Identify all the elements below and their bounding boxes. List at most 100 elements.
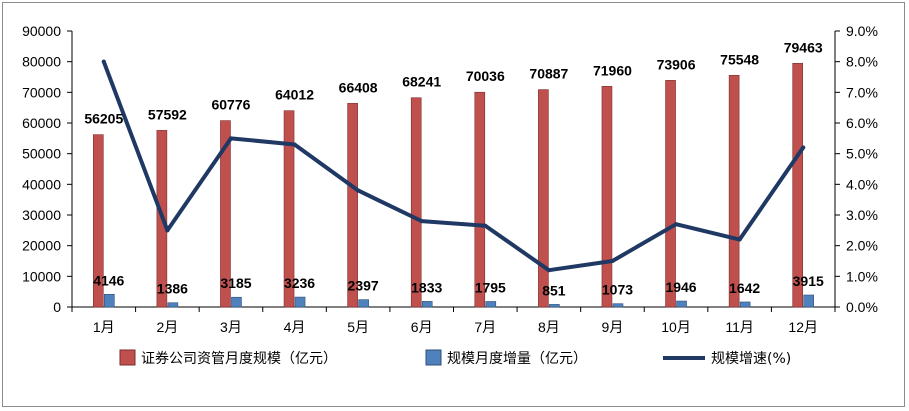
- data-label-increment: 1833: [411, 279, 442, 295]
- data-label-scale: 70036: [466, 68, 505, 84]
- growth-point: [165, 228, 170, 233]
- left-tick-label: 30000: [22, 207, 61, 223]
- data-labels: 56205 4146 57592 1386 60776 3185 64012 3236 6640…: [84, 39, 824, 298]
- left-tick-label: 60000: [22, 115, 61, 131]
- bar-scale: [220, 120, 231, 308]
- legend: 证券公司资管月度规模（亿元） 规模月度增量（亿元） 规模增速(%): [119, 349, 791, 367]
- left-tick-label: 80000: [22, 54, 61, 70]
- data-label-scale: 73906: [657, 56, 696, 72]
- line-series: [101, 59, 806, 273]
- growth-point: [419, 219, 424, 224]
- right-tick-label: 1.0%: [846, 268, 878, 284]
- left-tick-label: 40000: [22, 176, 61, 192]
- right-tick-label: 9.0%: [846, 23, 878, 39]
- left-tick-label: 0: [53, 299, 61, 315]
- bar-increment: [739, 301, 751, 308]
- data-label-scale: 64012: [275, 87, 314, 103]
- x-tick-label: 4月: [284, 319, 306, 335]
- growth-line: [101, 59, 806, 273]
- bar-scale: [728, 75, 740, 308]
- right-tick-label: 7.0%: [846, 84, 878, 100]
- x-tick-label: 12月: [788, 319, 818, 335]
- bar-increment: [421, 301, 433, 308]
- bar-scale: [665, 80, 676, 308]
- bar-scale: [283, 110, 295, 308]
- bar-increment: [803, 294, 815, 308]
- growth-point: [546, 268, 551, 273]
- data-label-scale: 56205: [84, 111, 123, 127]
- right-tick-label: 5.0%: [846, 146, 878, 162]
- data-label-increment: 1386: [157, 281, 188, 297]
- bar-increment: [167, 302, 179, 308]
- data-label-increment: 3236: [284, 275, 315, 291]
- growth-point: [292, 142, 297, 147]
- left-tick-label: 50000: [22, 146, 61, 162]
- left-tick-label: 10000: [22, 268, 61, 284]
- data-label-increment: 1073: [602, 282, 633, 298]
- bar-increment: [294, 296, 306, 308]
- growth-point: [610, 259, 615, 263]
- x-tick-label: 5月: [347, 319, 369, 335]
- left-y-axis: 0 10000 20000 30000 40000 50000 60000 70000 8000…: [22, 23, 73, 315]
- growth-point: [356, 188, 361, 193]
- right-tick-label: 2.0%: [846, 238, 878, 254]
- right-tick-label: 6.0%: [846, 115, 878, 131]
- bar-increment: [549, 304, 560, 308]
- legend-label-increment: 规模月度增量（亿元）: [447, 351, 587, 367]
- bar-scale: [601, 86, 613, 308]
- x-tick-label: 11月: [725, 319, 754, 335]
- legend-label-scale: 证券公司资管月度规模（亿元）: [141, 351, 337, 367]
- data-label-increment: 851: [542, 282, 566, 298]
- chart-frame: [2, 2, 905, 407]
- x-tick-label: 3月: [220, 319, 242, 335]
- x-axis: 1月 2月 3月 4月 5月 6月 7月 8月 9月 10月 11月 12月: [71, 306, 836, 335]
- growth-point: [228, 136, 233, 141]
- left-tick-label: 20000: [22, 238, 61, 254]
- x-tick-label: 10月: [661, 319, 691, 335]
- bar-increment: [485, 301, 497, 308]
- bar-increment: [231, 296, 242, 308]
- x-tick-label: 6月: [411, 319, 433, 335]
- growth-point: [801, 145, 806, 150]
- data-label-increment: 2397: [348, 278, 379, 294]
- x-tick-label: 2月: [156, 319, 178, 335]
- growth-point: [674, 222, 679, 227]
- bar-series: [92, 63, 815, 308]
- bar-increment: [358, 299, 369, 308]
- data-label-scale: 75548: [720, 51, 759, 67]
- legend-swatch-scale: [119, 349, 136, 366]
- data-label-increment: 4146: [93, 272, 124, 288]
- data-label-increment: 1795: [475, 279, 506, 295]
- data-label-increment: 3915: [793, 273, 824, 289]
- data-label-scale: 79463: [784, 39, 823, 55]
- x-tick-label: 7月: [474, 319, 496, 335]
- bar-scale: [538, 89, 549, 308]
- bar-scale: [474, 91, 486, 308]
- x-tick-label: 9月: [602, 319, 624, 335]
- bar-increment: [676, 300, 687, 308]
- data-label-scale: 60776: [211, 97, 250, 113]
- bar-scale: [410, 97, 422, 308]
- right-y-axis: 0.0% 1.0% 2.0% 3.0% 4.0% 5.0% 6.0% 7.0% 8.0% 9.0%: [834, 23, 878, 315]
- data-label-increment: 1642: [729, 280, 760, 296]
- data-label-scale: 71960: [593, 62, 632, 78]
- data-label-scale: 66408: [339, 79, 378, 95]
- right-tick-label: 4.0%: [846, 176, 878, 192]
- bar-increment: [103, 293, 115, 308]
- left-tick-label: 70000: [22, 84, 61, 100]
- bar-scale: [792, 63, 804, 308]
- data-label-increment: 1946: [665, 279, 696, 295]
- data-label-increment: 3185: [220, 275, 251, 291]
- growth-point: [483, 223, 488, 228]
- bar-scale: [92, 134, 104, 308]
- x-tick-label: 1月: [93, 319, 115, 335]
- legend-label-growth: 规模增速(%): [711, 351, 791, 367]
- data-label-scale: 70887: [529, 66, 568, 82]
- bar-scale: [347, 103, 358, 308]
- legend-swatch-increment: [425, 349, 442, 366]
- x-tick-label: 8月: [538, 319, 560, 335]
- data-label-scale: 57592: [148, 106, 187, 122]
- right-tick-label: 3.0%: [846, 207, 878, 223]
- left-tick-label: 90000: [22, 23, 61, 39]
